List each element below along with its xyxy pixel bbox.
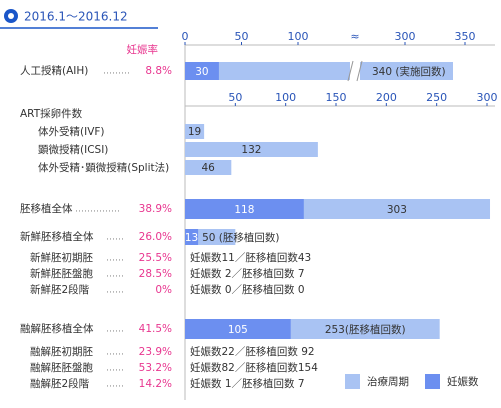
row-rate: 38.9% (139, 203, 172, 215)
row-rate: 23.9% (139, 346, 172, 358)
tick-label: 100 (275, 91, 296, 104)
row-label: 新鮮胚移植全体 (20, 230, 94, 243)
section-title: ART採卵件数 (20, 107, 83, 120)
row-detail: 妊娠数11／胚移植回数43 (190, 251, 311, 264)
row-label: 融解胚胚盤胞 (30, 361, 93, 374)
tick-label: 0 (182, 30, 189, 43)
row-rate: 0% (155, 284, 172, 296)
bar-label: 132 (241, 144, 261, 156)
row-detail: 妊娠数 1／胚移植回数 7 (190, 377, 305, 390)
row-label: 融解胚移植全体 (20, 322, 94, 335)
row-dots: …… (106, 254, 124, 264)
tick-label: 150 (326, 91, 347, 104)
legend-swatch (425, 374, 440, 389)
row-detail: 妊娠数 2／胚移植回数 7 (190, 267, 305, 280)
row-label: 新鮮胚2段階 (30, 283, 90, 296)
bar-label: 19 (188, 126, 201, 138)
row-dots: …… (106, 364, 124, 374)
row-dots: …… (106, 233, 124, 243)
cycles-label: 303 (387, 204, 407, 216)
pregnancy-bar (185, 62, 219, 80)
tick-label: 250 (426, 91, 447, 104)
axis-break-gap (350, 61, 360, 81)
tick-label: 300 (395, 30, 416, 43)
row-label: 胚移植全体 (20, 202, 73, 215)
row-rate: 8.8% (145, 65, 172, 77)
row-dots: ……… (103, 67, 130, 77)
pregnancy-label: 105 (228, 324, 248, 336)
row-label: 新鮮胚胚盤胞 (30, 267, 93, 280)
cycles-label: 253(胚移植回数) (325, 323, 406, 336)
row-dots: …… (106, 348, 124, 358)
row-rate: 53.2% (139, 362, 172, 374)
axis-break: ≈ (350, 30, 359, 43)
row-label: 融解胚初期胚 (30, 345, 93, 358)
bar-label: 46 (201, 162, 215, 174)
row-label: 体外受精･顕微授精(Split法) (38, 161, 169, 174)
tick-label: 200 (376, 91, 397, 104)
row-rate: 25.5% (139, 252, 172, 264)
tick-label: 50 (228, 91, 242, 104)
pregnancy-label: 30 (195, 66, 208, 78)
row-dots: …… (106, 286, 124, 296)
cycles-bar (185, 62, 453, 80)
header-icon-dot (8, 13, 14, 19)
row-label: 体外受精(IVF) (38, 125, 105, 138)
row-rate: 28.5% (139, 268, 172, 280)
rate-header: 妊娠率 (127, 43, 159, 56)
row-label: 融解胚2段階 (30, 377, 90, 390)
tick-label: 50 (235, 30, 249, 43)
row-dots: …… (106, 325, 124, 335)
pregnancy-bar (185, 229, 199, 245)
pregnancy-label: 13 (185, 232, 198, 244)
legend-swatch (345, 374, 360, 389)
cycles-bar (185, 160, 232, 175)
axis-break-line (356, 60, 363, 82)
pregnancy-bar (185, 199, 304, 219)
axis-break-line (347, 60, 354, 82)
row-dots: …………… (75, 205, 120, 215)
row-rate: 26.0% (139, 231, 172, 243)
cycles-label: 340 (実施回数) (372, 65, 446, 78)
row-detail: 妊娠数82／胚移植回数154 (190, 361, 318, 374)
row-detail: 妊娠数 0／胚移植回数 0 (190, 283, 305, 296)
cycles-bar (185, 142, 318, 157)
pregnancy-bar (185, 319, 291, 339)
cycles-label: 50 (胚移植回数) (202, 231, 279, 244)
row-dots: …… (106, 270, 124, 280)
pregnancy-label: 118 (234, 204, 254, 216)
row-rate: 14.2% (139, 378, 172, 390)
cycles-bar (185, 124, 205, 139)
row-rate: 41.5% (139, 323, 172, 335)
legend-label: 治療周期 (367, 375, 409, 388)
row-detail: 妊娠数22／胚移植回数 92 (190, 345, 315, 358)
legend-label: 妊娠数 (447, 375, 479, 388)
tick-label: 100 (288, 30, 309, 43)
tick-label: 350 (455, 30, 476, 43)
tick-label: 300 (477, 91, 498, 104)
header-title: 2016.1～2016.12 (24, 10, 128, 24)
row-label: 新鮮胚初期胚 (30, 251, 93, 264)
row-dots: …… (106, 380, 124, 390)
row-label: 人工授精(AIH) (20, 64, 88, 77)
row-label: 顕微授精(ICSI) (38, 143, 108, 156)
